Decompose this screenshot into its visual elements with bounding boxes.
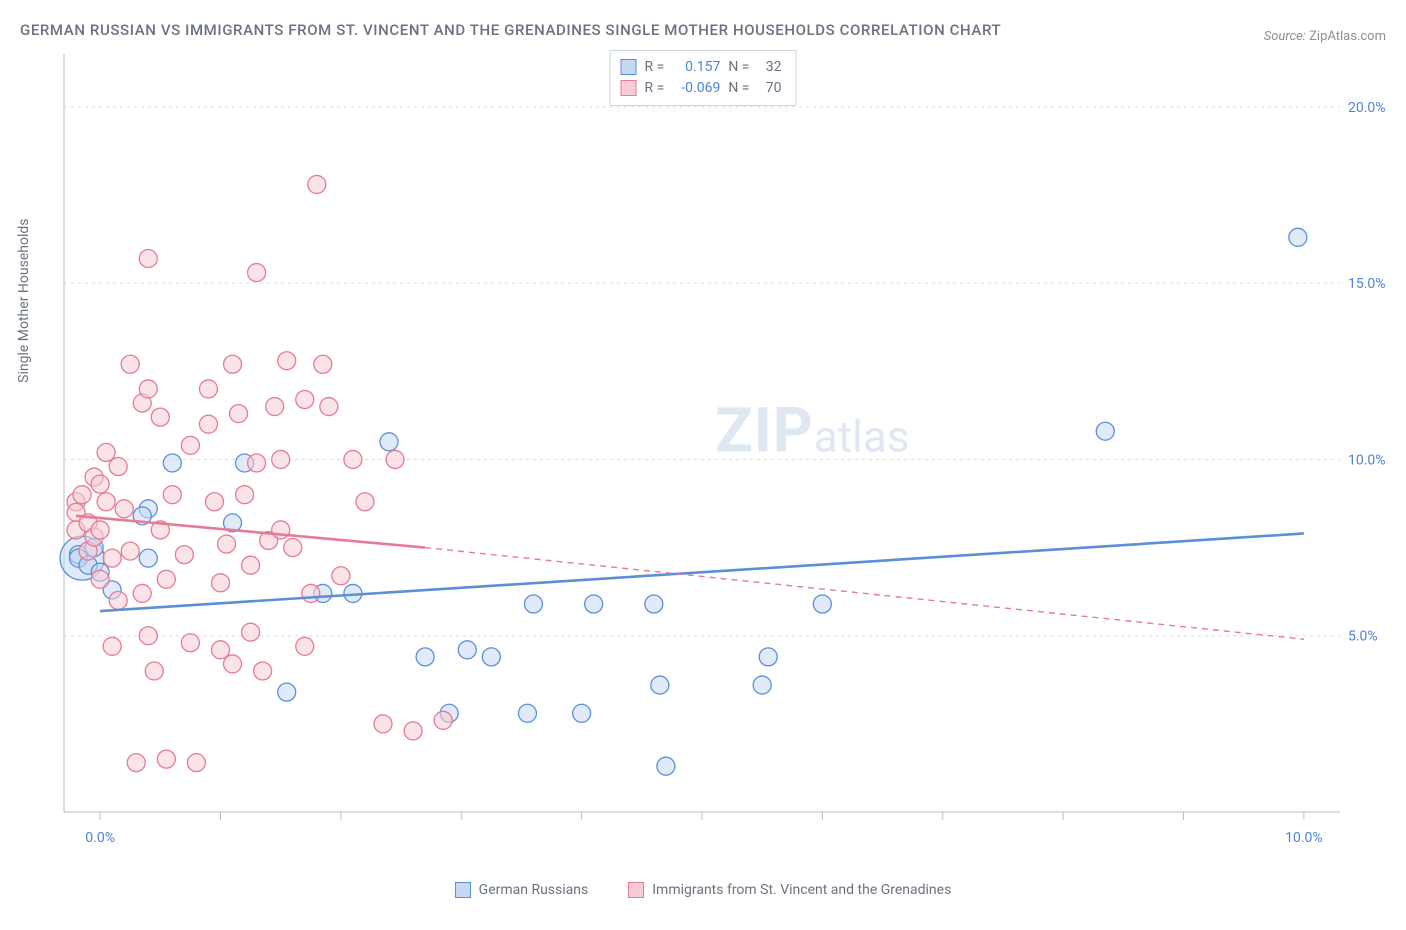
legend-swatch [455,882,471,898]
stats-legend-box: R = 0.157 N = 32 R = -0.069 N = 70 [610,50,797,106]
svg-text:10.0%: 10.0% [1348,452,1386,468]
r-label: R = [645,57,665,78]
n-value: 32 [757,57,781,78]
r-value: 0.157 [672,57,720,78]
svg-text:15.0%: 15.0% [1348,276,1386,292]
legend-item-pink: Immigrants from St. Vincent and the Gren… [628,882,951,898]
r-value: -0.069 [672,78,720,99]
chart-title: GERMAN RUSSIAN VS IMMIGRANTS FROM ST. VI… [20,18,1001,44]
legend-item-blue: German Russians [455,882,589,898]
svg-text:10.0%: 10.0% [1285,830,1323,846]
stats-row-pink: R = -0.069 N = 70 [621,78,782,99]
svg-text:0.0%: 0.0% [85,830,115,846]
y-axis-label: Single Mother Households [16,218,32,382]
source-name: ZipAtlas.com [1309,29,1386,44]
bottom-legend: German Russians Immigrants from St. Vince… [20,882,1386,898]
svg-text:20.0%: 20.0% [1348,99,1386,115]
n-value: 70 [757,78,781,99]
n-label: N = [728,78,749,99]
n-label: N = [728,57,749,78]
chart-container: Single Mother Households ZIPatlas 0.0%10… [20,50,1386,880]
legend-label: German Russians [479,882,589,898]
svg-text:5.0%: 5.0% [1348,628,1378,644]
scatter-plot: 0.0% 10.0% 5.0% 10.0% 15.0% 20.0% [20,50,1386,854]
source-credit: Source: ZipAtlas.com [1264,29,1386,44]
stats-row-blue: R = 0.157 N = 32 [621,57,782,78]
r-label: R = [645,78,665,99]
legend-swatch [621,59,637,75]
source-label: Source: [1264,29,1306,44]
legend-label: Immigrants from St. Vincent and the Gren… [652,882,951,898]
legend-swatch [621,80,637,96]
legend-swatch [628,882,644,898]
chart-header: GERMAN RUSSIAN VS IMMIGRANTS FROM ST. VI… [20,18,1386,44]
